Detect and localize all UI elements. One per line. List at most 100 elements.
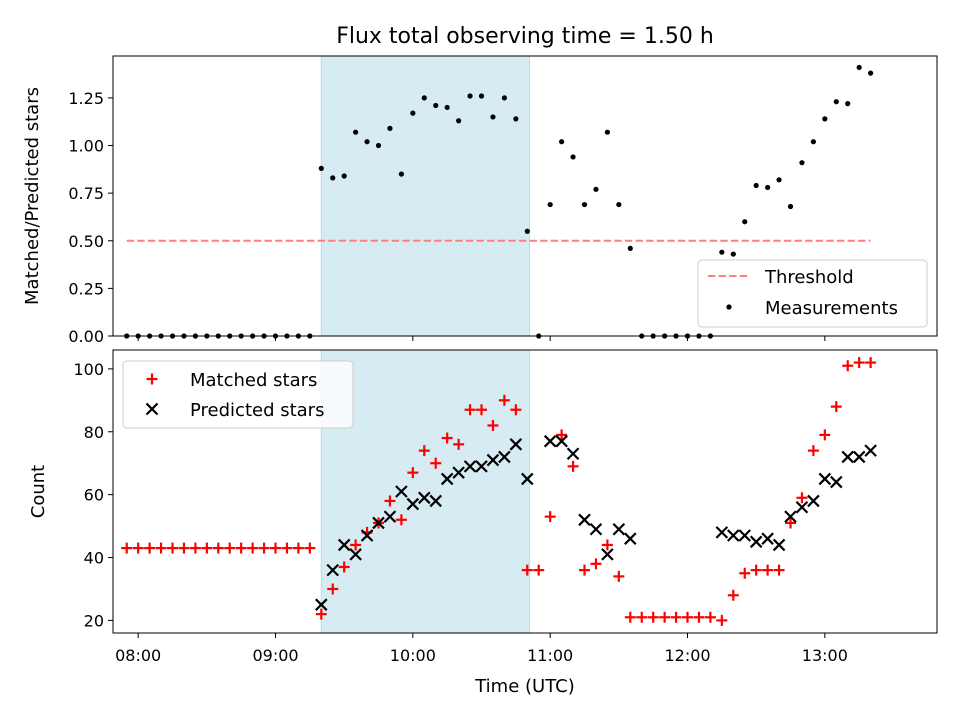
bottom-y-tick-label: 100 [73, 360, 104, 379]
matched-point [247, 542, 259, 554]
x-tick-label: 12:00 [664, 646, 710, 665]
top-y-tick-label: 1.25 [68, 89, 104, 108]
bottom-observing-span [320, 349, 531, 634]
matched-point [178, 542, 190, 554]
legend-predicted-swatch [145, 402, 159, 416]
matched-point [727, 589, 739, 601]
matched-point [235, 542, 247, 554]
predicted-point-b [395, 485, 408, 498]
predicted-point-b [452, 466, 465, 479]
x-axis-label: Time (UTC) [474, 676, 575, 697]
predicted-point-b [383, 510, 397, 523]
predicted-point-b [715, 526, 729, 539]
legend-threshold-label: Threshold [764, 267, 854, 288]
measurement-point [776, 177, 782, 183]
predicted-point [612, 522, 626, 536]
matched-point [212, 542, 224, 554]
measurement-point [398, 171, 404, 177]
predicted-point-b [727, 529, 740, 542]
predicted-stars-points [315, 434, 877, 611]
measurement-point [719, 249, 725, 255]
predicted-point [498, 450, 511, 464]
measurement-point [765, 184, 771, 191]
predicted-point [715, 526, 729, 539]
matched-point [785, 517, 797, 529]
predicted-point-b [578, 513, 591, 527]
measurement-point [822, 116, 828, 122]
predicted-point-b [807, 494, 820, 508]
measurement-point [627, 245, 633, 251]
predicted-point [795, 500, 809, 514]
predicted-point-b [852, 450, 866, 464]
measurement-point [593, 186, 599, 192]
predicted-point-b [509, 438, 523, 451]
legend-measurements-swatch [726, 304, 732, 310]
predicted-point-b [589, 522, 603, 536]
matched-point [315, 608, 327, 620]
predicted-point [463, 460, 477, 473]
x-tick-label: 11:00 [527, 646, 573, 665]
matched-point [613, 570, 625, 582]
measurement-point [753, 182, 759, 189]
predicted-point [864, 444, 877, 457]
matched-point [384, 495, 396, 507]
bottom-y-ticks: 20 40 60 80 100 [73, 360, 113, 630]
predicted-point-b [601, 548, 614, 561]
predicted-point-b [429, 494, 443, 508]
matched-point [704, 611, 716, 623]
predicted-point [601, 548, 614, 561]
matched-point [670, 611, 682, 623]
predicted-point-b [326, 563, 340, 577]
matched-point [567, 460, 579, 472]
predicted-point-b [772, 538, 786, 552]
matched-point [636, 611, 648, 623]
predicted-point [349, 548, 362, 561]
top-legend: Threshold Measurements [697, 259, 928, 328]
measurement-point [787, 203, 794, 210]
predicted-point-b [624, 532, 637, 545]
matched-point [590, 558, 602, 570]
x-tick-label: 09:00 [252, 646, 298, 665]
measurement-point [387, 125, 393, 131]
measurement-point [433, 102, 439, 109]
top-y-tick-label: 0.00 [68, 327, 104, 346]
measurement-point [456, 118, 462, 124]
top-y-tick-label: 1.00 [68, 137, 104, 156]
predicted-point-b [543, 434, 557, 448]
predicted-point-b [566, 447, 580, 461]
predicted-point-b [555, 434, 568, 448]
legend-predicted-label: Predicted stars [190, 400, 324, 421]
matched-point [659, 611, 671, 623]
predicted-point [624, 532, 637, 545]
predicted-point [818, 472, 832, 486]
matched-point [762, 564, 774, 576]
matched-point [189, 542, 201, 554]
bottom-legend: Matched stars Predicted stars [122, 360, 354, 429]
predicted-point-b [830, 475, 843, 489]
predicted-point [452, 466, 465, 479]
predicted-point-b [521, 472, 534, 486]
predicted-point [475, 460, 488, 473]
matched-point [510, 404, 522, 416]
matched-point [601, 539, 613, 551]
matched-point [224, 542, 236, 554]
predicted-point-b [749, 535, 763, 549]
predicted-point [315, 598, 328, 611]
matched-point [807, 445, 819, 457]
top-y-tick-label: 0.75 [68, 184, 104, 203]
x-tick-label: 10:00 [390, 646, 436, 665]
measurement-point [513, 116, 519, 122]
bottom-plot-frame [112, 349, 938, 634]
measurement-point [364, 139, 370, 145]
measurement-point [570, 154, 576, 160]
measurement-point [490, 114, 496, 120]
bottom-y-axis-label: Count [28, 465, 49, 518]
matched-point [304, 542, 316, 554]
predicted-point-b [784, 510, 797, 523]
matched-point [121, 542, 133, 554]
bottom-y-tick-label: 80 [84, 423, 104, 442]
predicted-point-b [612, 522, 626, 536]
measurement-point [501, 95, 507, 101]
predicted-point-b [498, 450, 511, 464]
